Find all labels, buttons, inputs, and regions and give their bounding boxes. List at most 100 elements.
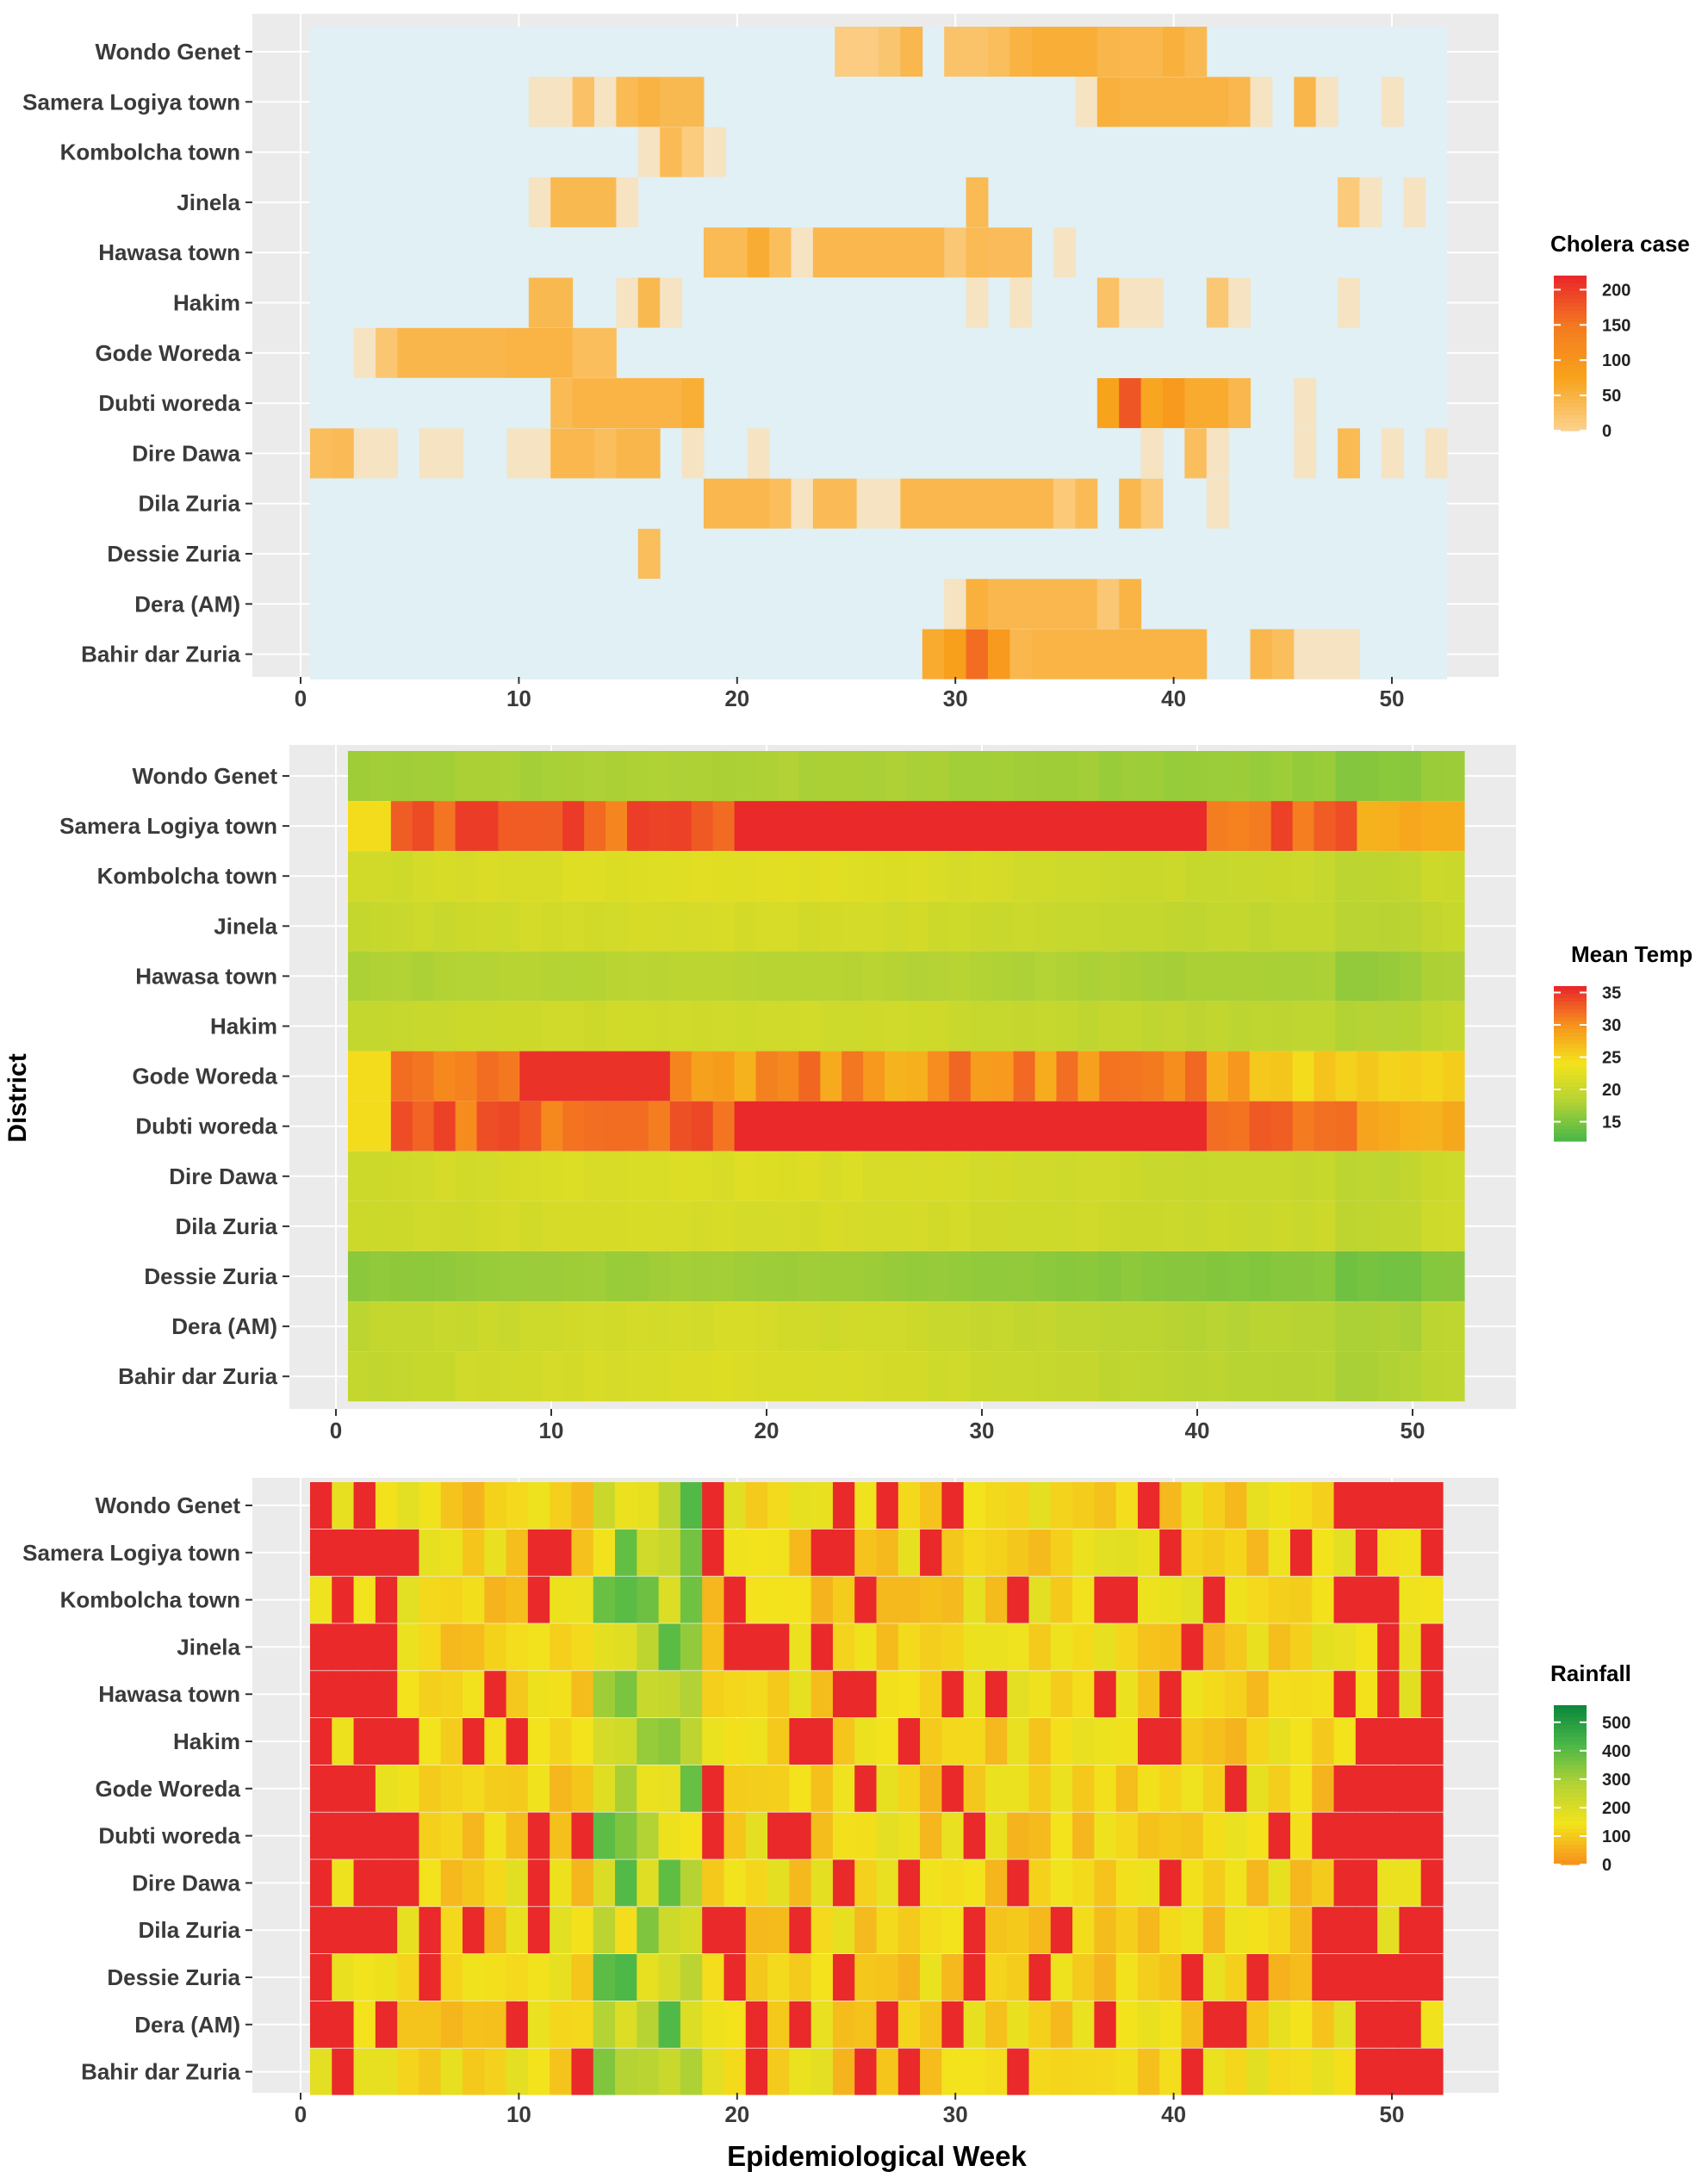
heatmap-cell [1292,1351,1315,1402]
heatmap-cell [1115,1718,1139,1765]
heatmap-cell [897,1954,921,2001]
heatmap-cell [691,1251,714,1301]
heatmap-cell [906,801,929,852]
heatmap-cell [691,1001,714,1052]
heatmap-cell [1121,1301,1143,1352]
heatmap-cell [1028,1718,1052,1765]
heatmap-cell [1289,2048,1313,2095]
heatmap-cell [1268,2048,1291,2095]
heatmap-cell [1377,1623,1401,1671]
heatmap-cell [702,2048,725,2095]
heatmap-cell [571,1954,594,2001]
heatmap-cell [712,1151,736,1201]
heatmap-cell [798,1051,821,1101]
heatmap-cell [1142,901,1165,952]
heatmap-cell [348,1201,370,1251]
heatmap-cell [798,1201,821,1251]
heatmap-cell [541,801,563,852]
heatmap-cell [519,1151,542,1201]
heatmap-cell [584,1101,606,1151]
heatmap-cell [941,1765,965,1812]
heatmap-cell [927,1001,950,1052]
heatmap-cell [777,1101,799,1151]
legend-gradient-step [1554,997,1587,1002]
heatmap-cell [789,2048,812,2095]
legend-gradient-step [1554,1118,1587,1123]
heatmap-cell [897,1529,921,1576]
legend-tick-label: 20 [1602,1081,1621,1100]
heatmap-cell [390,951,413,1002]
heatmap-cell [1142,751,1165,801]
legend-gradient-step [1554,1801,1587,1806]
y-tick-label: Kombolcha town [60,1587,240,1613]
heatmap-cell [348,1001,370,1052]
heatmap-cell [1225,1765,1248,1812]
legend-gradient-step [1554,1040,1587,1046]
heatmap-cell [541,901,563,952]
heatmap-cell [1289,2001,1313,2048]
heatmap-cell [842,1301,864,1352]
heatmap-cell [1056,1201,1078,1251]
heatmap-cell [637,1482,660,1529]
heatmap-cell [745,1576,768,1623]
heatmap-cell [615,1765,637,1812]
heatmap-cell [1050,1812,1073,1859]
heatmap-cell [927,1301,950,1352]
heatmap-cell [584,1151,606,1201]
heatmap-cell [375,1765,398,1812]
heatmap-cell [927,1251,950,1301]
heatmap-cell [984,1907,1008,1954]
heatmap-cell [680,1623,703,1671]
heatmap-cell [734,951,757,1002]
heatmap-cell [1312,1765,1335,1812]
heatmap-cell [691,1301,714,1352]
heatmap-cell [1072,1765,1095,1812]
heatmap-cell [433,1001,457,1052]
heatmap-cell [863,901,885,952]
heatmap-cell [854,2048,878,2095]
heatmap-cell [745,1907,768,1954]
heatmap-cell [1335,801,1357,852]
heatmap-cell [1420,1671,1444,1718]
heatmap-cell [1202,2048,1226,2095]
heatmap-cell [571,1623,594,1671]
heatmap-cell [1050,1907,1073,1954]
heatmap-cell [1140,478,1164,529]
legend-gradient-step [1554,1753,1587,1758]
heatmap-cell [963,1671,986,1718]
heatmap-cell [390,1351,413,1402]
heatmap-cell [734,1151,757,1201]
heatmap-cell [562,1001,585,1052]
heatmap-cell [1096,579,1120,630]
heatmap-cell [463,1576,485,1623]
heatmap-cell [1312,1576,1335,1623]
heatmap-cell [987,579,1098,630]
heatmap-cell [1142,951,1165,1002]
heatmap-cell [1403,177,1426,227]
heatmap-cell [1227,1101,1251,1151]
heatmap-cell [970,1101,993,1151]
heatmap-cell [440,1482,463,1529]
heatmap-cell [1206,951,1229,1002]
heatmap-cell [1270,801,1294,852]
heatmap-cell [519,1101,542,1151]
heatmap-cell [963,1954,986,2001]
heatmap-cell [658,1529,681,1576]
heatmap-cell [648,751,671,801]
legend-gradient-step [1554,1824,1587,1829]
heatmap-cell [1137,1765,1160,1812]
heatmap-cell [412,1251,435,1301]
heatmap-cell [1137,1907,1160,1954]
heatmap-cell [584,1351,606,1402]
heatmap-cell [970,1151,993,1201]
x-tick-label: 50 [1401,1418,1425,1443]
heatmap-cell [1013,851,1036,902]
heatmap-cell [767,1623,790,1671]
heatmap-cell [1185,951,1208,1002]
heatmap-cell [820,1301,842,1352]
heatmap-cell [948,851,972,902]
heatmap-cell [1121,1151,1143,1201]
legend-gradient-step [1554,1833,1587,1838]
heatmap-cell [440,1765,463,1812]
